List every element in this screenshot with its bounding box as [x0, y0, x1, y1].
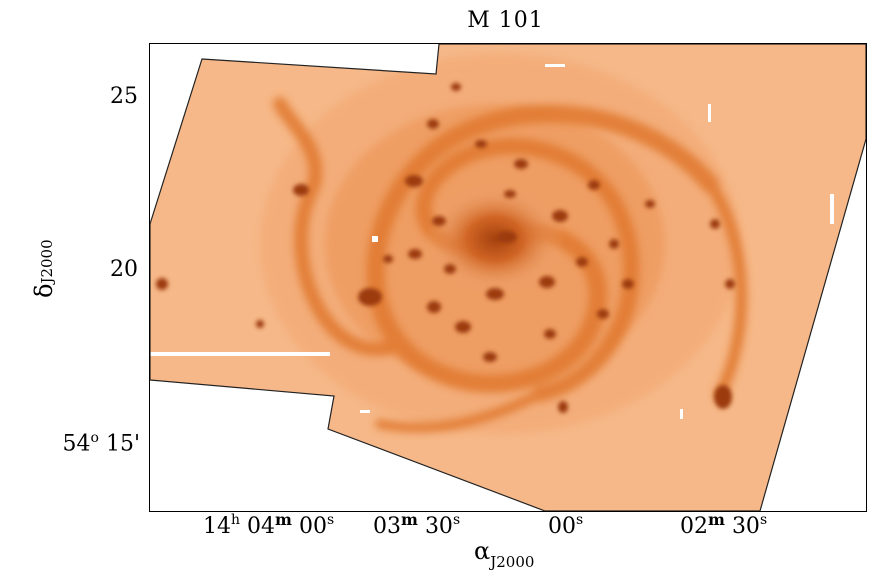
plot-title: M 101	[0, 8, 880, 33]
x-tick-label: 02m 30s	[680, 514, 767, 539]
x-axis-label: αJ2000	[474, 537, 534, 565]
x-tick-label: 14h 04m 00s	[203, 514, 334, 539]
y-axis-label: δJ2000	[30, 238, 58, 298]
y-tick-label: 20	[86, 257, 138, 282]
x-tick-label: 03m 30s	[373, 514, 460, 539]
x-tick-label: 00s	[548, 514, 583, 539]
image-frame	[149, 43, 867, 512]
galaxy-image	[150, 44, 866, 511]
y-tick-label: 25	[86, 84, 138, 109]
y-tick-label: 54o 15'	[40, 430, 140, 456]
